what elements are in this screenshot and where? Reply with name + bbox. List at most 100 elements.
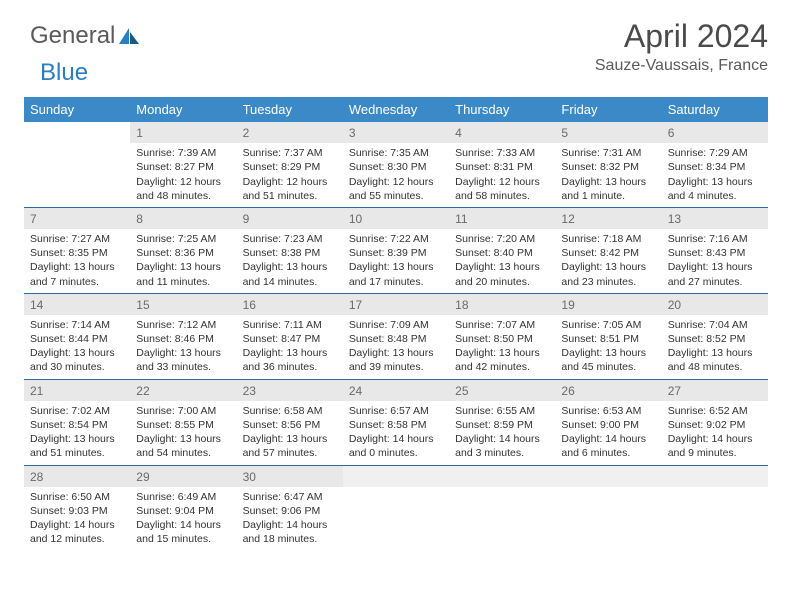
calendar-cell: 28Sunrise: 6:50 AMSunset: 9:03 PMDayligh… bbox=[24, 466, 130, 551]
sunset-line: Sunset: 8:56 PM bbox=[243, 418, 337, 432]
calendar-cell: 18Sunrise: 7:07 AMSunset: 8:50 PMDayligh… bbox=[449, 294, 555, 379]
sunset-line: Sunset: 8:29 PM bbox=[243, 160, 337, 174]
daylight-line: Daylight: 14 hours and 9 minutes. bbox=[668, 432, 762, 460]
daylight-line: Daylight: 14 hours and 15 minutes. bbox=[136, 518, 230, 546]
sunset-line: Sunset: 8:52 PM bbox=[668, 332, 762, 346]
day-number: 11 bbox=[449, 208, 555, 229]
calendar-week: 7Sunrise: 7:27 AMSunset: 8:35 PMDaylight… bbox=[24, 207, 768, 293]
sunset-line: Sunset: 8:40 PM bbox=[455, 246, 549, 260]
title-block: April 2024 Sauze-Vaussais, France bbox=[595, 18, 768, 75]
day-details: Sunrise: 7:18 AMSunset: 8:42 PMDaylight:… bbox=[555, 229, 661, 293]
sunrise-line: Sunrise: 7:16 AM bbox=[668, 232, 762, 246]
sunset-line: Sunset: 8:47 PM bbox=[243, 332, 337, 346]
daylight-line: Daylight: 13 hours and 11 minutes. bbox=[136, 260, 230, 288]
logo-text-2: Blue bbox=[40, 59, 88, 87]
daylight-line: Daylight: 14 hours and 6 minutes. bbox=[561, 432, 655, 460]
day-details: Sunrise: 7:22 AMSunset: 8:39 PMDaylight:… bbox=[343, 229, 449, 293]
day-details: Sunrise: 6:53 AMSunset: 9:00 PMDaylight:… bbox=[555, 401, 661, 465]
calendar-cell: 30Sunrise: 6:47 AMSunset: 9:06 PMDayligh… bbox=[237, 466, 343, 551]
sunrise-line: Sunrise: 7:07 AM bbox=[455, 318, 549, 332]
day-details: Sunrise: 7:39 AMSunset: 8:27 PMDaylight:… bbox=[130, 143, 236, 207]
day-details: Sunrise: 6:49 AMSunset: 9:04 PMDaylight:… bbox=[130, 487, 236, 551]
day-number: 17 bbox=[343, 294, 449, 315]
sunset-line: Sunset: 8:55 PM bbox=[136, 418, 230, 432]
weekday-label: Sunday bbox=[24, 97, 130, 122]
calendar-week: 28Sunrise: 6:50 AMSunset: 9:03 PMDayligh… bbox=[24, 465, 768, 551]
sunrise-line: Sunrise: 7:31 AM bbox=[561, 146, 655, 160]
calendar-cell: 2Sunrise: 7:37 AMSunset: 8:29 PMDaylight… bbox=[237, 122, 343, 207]
calendar-cell: 16Sunrise: 7:11 AMSunset: 8:47 PMDayligh… bbox=[237, 294, 343, 379]
day-number: 30 bbox=[237, 466, 343, 487]
daylight-line: Daylight: 13 hours and 23 minutes. bbox=[561, 260, 655, 288]
daylight-line: Daylight: 13 hours and 27 minutes. bbox=[668, 260, 762, 288]
calendar-cell: 11Sunrise: 7:20 AMSunset: 8:40 PMDayligh… bbox=[449, 208, 555, 293]
sunset-line: Sunset: 8:32 PM bbox=[561, 160, 655, 174]
day-number: 5 bbox=[555, 122, 661, 143]
sunset-line: Sunset: 8:43 PM bbox=[668, 246, 762, 260]
calendar-cell: 4Sunrise: 7:33 AMSunset: 8:31 PMDaylight… bbox=[449, 122, 555, 207]
sunrise-line: Sunrise: 6:57 AM bbox=[349, 404, 443, 418]
sunset-line: Sunset: 8:34 PM bbox=[668, 160, 762, 174]
day-details: Sunrise: 6:50 AMSunset: 9:03 PMDaylight:… bbox=[24, 487, 130, 551]
daylight-line: Daylight: 13 hours and 33 minutes. bbox=[136, 346, 230, 374]
weekday-label: Wednesday bbox=[343, 97, 449, 122]
calendar-cell: 10Sunrise: 7:22 AMSunset: 8:39 PMDayligh… bbox=[343, 208, 449, 293]
daylight-line: Daylight: 12 hours and 58 minutes. bbox=[455, 175, 549, 203]
calendar-cell bbox=[343, 466, 449, 551]
weekday-label: Tuesday bbox=[237, 97, 343, 122]
day-details: Sunrise: 6:52 AMSunset: 9:02 PMDaylight:… bbox=[662, 401, 768, 465]
day-number-empty bbox=[343, 466, 449, 487]
sunrise-line: Sunrise: 7:18 AM bbox=[561, 232, 655, 246]
daylight-line: Daylight: 13 hours and 42 minutes. bbox=[455, 346, 549, 374]
day-details: Sunrise: 7:04 AMSunset: 8:52 PMDaylight:… bbox=[662, 315, 768, 379]
weekday-label: Saturday bbox=[662, 97, 768, 122]
day-number: 12 bbox=[555, 208, 661, 229]
logo-text-1: General bbox=[30, 22, 115, 50]
day-number: 23 bbox=[237, 380, 343, 401]
daylight-line: Daylight: 13 hours and 30 minutes. bbox=[30, 346, 124, 374]
calendar-cell: 19Sunrise: 7:05 AMSunset: 8:51 PMDayligh… bbox=[555, 294, 661, 379]
sunrise-line: Sunrise: 7:22 AM bbox=[349, 232, 443, 246]
calendar-cell bbox=[555, 466, 661, 551]
sunrise-line: Sunrise: 6:49 AM bbox=[136, 490, 230, 504]
calendar-cell: 27Sunrise: 6:52 AMSunset: 9:02 PMDayligh… bbox=[662, 380, 768, 465]
location-text: Sauze-Vaussais, France bbox=[595, 57, 768, 75]
day-details: Sunrise: 7:07 AMSunset: 8:50 PMDaylight:… bbox=[449, 315, 555, 379]
sunset-line: Sunset: 9:06 PM bbox=[243, 504, 337, 518]
daylight-line: Daylight: 13 hours and 45 minutes. bbox=[561, 346, 655, 374]
calendar: SundayMondayTuesdayWednesdayThursdayFrid… bbox=[24, 97, 768, 550]
calendar-cell: 29Sunrise: 6:49 AMSunset: 9:04 PMDayligh… bbox=[130, 466, 236, 551]
day-number: 19 bbox=[555, 294, 661, 315]
sunset-line: Sunset: 9:00 PM bbox=[561, 418, 655, 432]
calendar-cell: 24Sunrise: 6:57 AMSunset: 8:58 PMDayligh… bbox=[343, 380, 449, 465]
sunset-line: Sunset: 8:51 PM bbox=[561, 332, 655, 346]
sunrise-line: Sunrise: 7:11 AM bbox=[243, 318, 337, 332]
sunset-line: Sunset: 8:48 PM bbox=[349, 332, 443, 346]
daylight-line: Daylight: 13 hours and 17 minutes. bbox=[349, 260, 443, 288]
sunrise-line: Sunrise: 7:33 AM bbox=[455, 146, 549, 160]
calendar-cell: 26Sunrise: 6:53 AMSunset: 9:00 PMDayligh… bbox=[555, 380, 661, 465]
day-number: 15 bbox=[130, 294, 236, 315]
day-details: Sunrise: 7:37 AMSunset: 8:29 PMDaylight:… bbox=[237, 143, 343, 207]
day-details: Sunrise: 7:29 AMSunset: 8:34 PMDaylight:… bbox=[662, 143, 768, 207]
calendar-cell bbox=[449, 466, 555, 551]
daylight-line: Daylight: 13 hours and 4 minutes. bbox=[668, 175, 762, 203]
calendar-cell: 9Sunrise: 7:23 AMSunset: 8:38 PMDaylight… bbox=[237, 208, 343, 293]
sunset-line: Sunset: 8:39 PM bbox=[349, 246, 443, 260]
calendar-cell: 12Sunrise: 7:18 AMSunset: 8:42 PMDayligh… bbox=[555, 208, 661, 293]
day-details: Sunrise: 7:12 AMSunset: 8:46 PMDaylight:… bbox=[130, 315, 236, 379]
sunrise-line: Sunrise: 7:20 AM bbox=[455, 232, 549, 246]
sunset-line: Sunset: 8:54 PM bbox=[30, 418, 124, 432]
day-number: 27 bbox=[662, 380, 768, 401]
calendar-cell: 6Sunrise: 7:29 AMSunset: 8:34 PMDaylight… bbox=[662, 122, 768, 207]
sunrise-line: Sunrise: 6:58 AM bbox=[243, 404, 337, 418]
sunrise-line: Sunrise: 7:35 AM bbox=[349, 146, 443, 160]
sunrise-line: Sunrise: 7:39 AM bbox=[136, 146, 230, 160]
calendar-cell: 5Sunrise: 7:31 AMSunset: 8:32 PMDaylight… bbox=[555, 122, 661, 207]
sunset-line: Sunset: 8:36 PM bbox=[136, 246, 230, 260]
day-details: Sunrise: 7:14 AMSunset: 8:44 PMDaylight:… bbox=[24, 315, 130, 379]
daylight-line: Daylight: 13 hours and 14 minutes. bbox=[243, 260, 337, 288]
daylight-line: Daylight: 14 hours and 0 minutes. bbox=[349, 432, 443, 460]
day-number-empty bbox=[449, 466, 555, 487]
calendar-cell: 21Sunrise: 7:02 AMSunset: 8:54 PMDayligh… bbox=[24, 380, 130, 465]
